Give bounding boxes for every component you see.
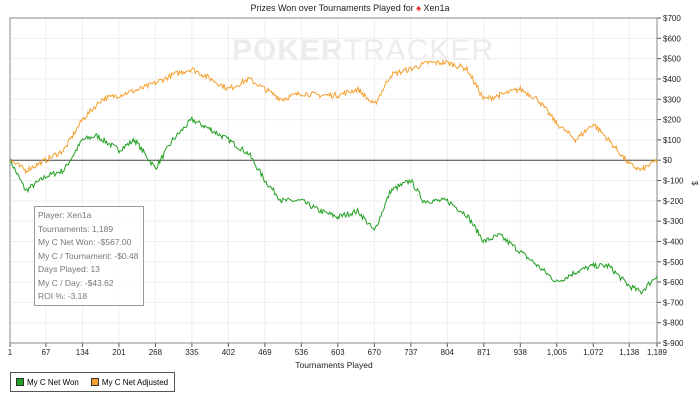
x-tick-label: 1 [8,348,13,357]
y-tick-label: $200 [663,116,681,125]
y-tick-label: $-600 [663,278,684,287]
x-tick-label: 268 [149,348,163,357]
y-tick-label: $-700 [663,298,684,307]
legend-item-net-won[interactable]: My C Net Won [16,378,79,387]
y-tick-label: $-900 [663,339,684,348]
legend-label: My C Net Won [27,377,79,387]
y-tick-label: $700 [663,14,681,23]
legend-label: My C Net Adjusted [101,377,169,387]
x-tick-label: 201 [112,348,126,357]
chart-title: Prizes Won over Tournaments Played for ♠… [0,3,700,13]
x-tick-label: 67 [41,348,50,357]
legend-swatch-green [16,378,24,387]
y-axis-label: $ [690,181,699,186]
x-tick-label: 536 [295,348,309,357]
y-tick-label: $500 [663,55,681,64]
plot-border [9,17,658,344]
y-tick-label: $0 [663,156,672,165]
x-tick-label: 804 [441,348,455,357]
y-tick-label: $400 [663,75,681,84]
y-tick-label: $-300 [663,217,684,226]
x-tick-label: 469 [258,348,272,357]
x-tick-label: 402 [222,348,236,357]
y-tick-label: $-200 [663,197,684,206]
tooltip-line: Tournaments: 1,189 [38,223,114,234]
x-tick-label: 603 [331,348,345,357]
tooltip-line: Player: Xen1a [38,210,92,220]
y-tick-label: $-100 [663,177,684,186]
watermark-logo: POKERTRACKER [232,34,495,67]
x-tick-label: 1,072 [583,348,604,357]
x-tick-label: 871 [477,348,491,357]
series-line-net-adjusted [9,58,658,175]
x-tick-label: 1,189 [647,348,668,357]
y-tick-label: $600 [663,34,681,43]
y-tick-label: $-400 [663,237,684,246]
stats-tooltip: Player: Xen1a Tournaments: 1,189 My C Ne… [34,206,144,306]
y-tick-label: $100 [663,136,681,145]
tooltip-line: My C / Tournament: -$0.48 [38,250,139,261]
chart-title-text: Prizes Won over Tournaments Played for [250,3,414,13]
legend-item-net-adjusted[interactable]: My C Net Adjusted [90,377,169,387]
legend: My C Net Won My C Net Adjusted [10,372,175,392]
x-axis-label: Tournaments Played [295,360,373,370]
tooltip-line: My C Net Won: -$567.00 [38,237,132,247]
legend-swatch-orange [90,378,99,387]
tooltip-line: My C / Day: -$43.62 [38,277,114,288]
tooltip-line: ROI %: -3.18 [38,291,88,301]
spade-icon: ♠ [416,3,421,13]
x-tick-label: 737 [404,348,418,357]
y-tick-label: $-500 [663,258,684,267]
x-tick-label: 134 [76,348,90,357]
x-tick-label: 938 [514,348,528,357]
y-tick-label: $-800 [663,319,684,328]
x-tick-label: 1,005 [547,348,568,357]
tooltip-line: Days Played: 13 [38,264,100,274]
y-tick-label: $300 [663,95,681,104]
series-line-net-won [9,115,658,295]
player-name: Xen1a [423,3,450,13]
x-tick-label: 670 [368,348,382,357]
x-tick-label: 335 [185,348,199,357]
x-tick-label: 1,138 [619,348,640,357]
